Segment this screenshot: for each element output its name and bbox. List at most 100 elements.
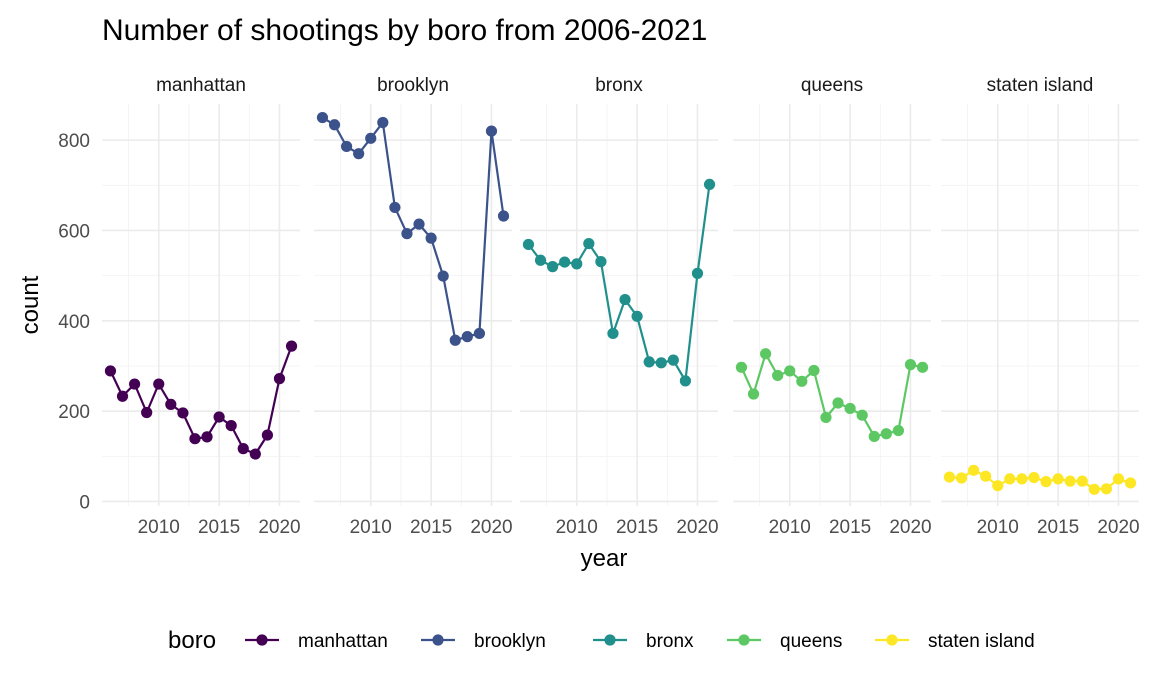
legend-key-point [738, 634, 750, 646]
data-point-brooklyn [413, 218, 425, 230]
data-point-brooklyn [353, 148, 365, 160]
data-point-staten-island [1112, 473, 1125, 485]
data-point-staten-island [955, 472, 968, 484]
legend-item-staten-island: staten island [875, 631, 1035, 652]
data-point-manhattan [165, 398, 177, 410]
legend-label: manhattan [298, 631, 388, 652]
x-tick-label: 2010 [556, 517, 598, 538]
data-point-bronx [607, 327, 619, 340]
data-point-bronx [583, 237, 595, 250]
data-point-queens [820, 411, 832, 424]
data-point-bronx [559, 256, 571, 268]
data-point-brooklyn [340, 140, 353, 153]
data-point-staten-island [980, 470, 992, 482]
x-tick-label: 2020 [889, 517, 931, 538]
x-tick-label: 2020 [1097, 517, 1139, 538]
data-point-bronx [595, 256, 607, 268]
data-point-staten-island [1052, 473, 1064, 485]
data-point-queens [832, 397, 844, 409]
data-point-queens [772, 369, 784, 382]
legend-item-brooklyn: brooklyn [421, 631, 546, 652]
panel-bronx: bronx 2010 2015 2020 [520, 75, 719, 538]
data-point-manhattan [177, 407, 189, 419]
strip-label-staten-island: staten island [987, 75, 1094, 96]
data-point-queens [904, 359, 917, 371]
legend-label: queens [780, 631, 842, 652]
data-point-staten-island [1076, 475, 1088, 487]
data-point-bronx [522, 238, 535, 251]
data-point-bronx [679, 375, 692, 387]
data-point-queens [916, 361, 929, 373]
strip-label-brooklyn: brooklyn [377, 75, 449, 96]
x-tick-label: 2010 [769, 517, 811, 538]
data-point-manhattan [225, 420, 237, 432]
legend-key-point [432, 634, 444, 646]
y-axis: 0 200 400 600 800 [58, 131, 90, 513]
y-axis-title: count [17, 275, 44, 334]
data-point-manhattan [116, 390, 129, 402]
panel-staten-island: staten island 2010 2015 2020 [941, 75, 1140, 538]
x-axis-title: year [581, 545, 628, 572]
strip-label-queens: queens [801, 75, 863, 96]
panel-brooklyn: brooklyn 2010 2015 2020 [314, 75, 513, 538]
data-point-staten-island [1028, 471, 1040, 484]
data-point-brooklyn [377, 116, 389, 129]
x-tick-label: 2010 [138, 517, 180, 538]
series-line-queens [740, 352, 923, 438]
legend-label: brooklyn [474, 631, 546, 652]
data-point-brooklyn [461, 331, 473, 343]
data-point-staten-island [1064, 475, 1076, 487]
data-point-queens [844, 402, 856, 415]
data-point-manhattan [261, 429, 274, 441]
data-point-staten-island [1088, 483, 1100, 495]
x-tick-label: 2020 [470, 517, 512, 538]
data-point-queens [796, 375, 808, 387]
data-point-manhattan [285, 340, 298, 352]
legend-item-queens: queens [727, 631, 842, 652]
data-point-bronx [703, 178, 716, 190]
data-point-staten-island [992, 480, 1004, 492]
data-point-queens [856, 409, 868, 421]
series-line-bronx [527, 184, 711, 382]
x-tick-label: 2015 [198, 517, 240, 538]
data-point-bronx [631, 310, 643, 322]
data-point-staten-island [1124, 477, 1137, 489]
data-point-bronx [619, 293, 631, 306]
data-point-queens [880, 428, 892, 440]
legend: boro manhattan brooklyn bronx queens staten … [168, 627, 1035, 654]
data-point-brooklyn [425, 232, 437, 244]
series-line-manhattan [109, 345, 293, 456]
data-point-queens [868, 430, 880, 443]
data-point-brooklyn [437, 270, 449, 282]
data-point-staten-island [1100, 483, 1113, 495]
data-point-bronx [667, 354, 679, 366]
data-point-queens [892, 424, 905, 437]
legend-label: staten island [928, 631, 1035, 652]
data-point-queens [747, 388, 760, 400]
data-point-manhattan [201, 431, 213, 443]
data-point-brooklyn [316, 111, 329, 124]
y-tick-label: 200 [58, 402, 90, 423]
facet-panels: manhattan 2010 2015 2020 brooklyn 2010 2015 202… [102, 75, 1140, 538]
data-point-queens [808, 364, 820, 377]
data-point-brooklyn [389, 201, 401, 214]
data-point-manhattan [273, 373, 286, 385]
x-tick-label: 2015 [1037, 517, 1079, 538]
x-tick-label: 2015 [829, 517, 871, 538]
legend-key-point [886, 634, 898, 646]
x-tick-label: 2015 [410, 517, 452, 538]
x-tick-label: 2015 [616, 517, 658, 538]
x-tick-label: 2020 [258, 517, 300, 538]
data-point-bronx [546, 261, 559, 273]
data-point-brooklyn [401, 228, 413, 240]
strip-label-manhattan: manhattan [156, 75, 246, 96]
data-point-manhattan [153, 378, 165, 390]
legend-title: boro [168, 627, 216, 654]
panel-queens: queens 2010 2015 2020 [733, 75, 932, 538]
data-point-bronx [655, 357, 667, 369]
legend-label: bronx [646, 631, 694, 652]
series-line-staten-island [949, 469, 1131, 491]
data-point-staten-island [943, 471, 956, 483]
data-point-manhattan [104, 365, 117, 377]
